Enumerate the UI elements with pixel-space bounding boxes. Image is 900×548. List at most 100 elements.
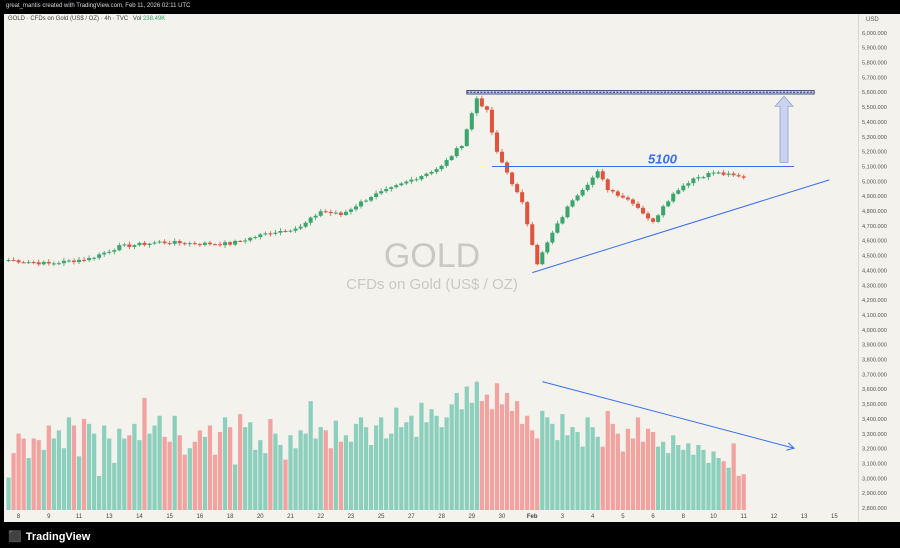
volume-bar xyxy=(308,401,313,510)
candle-body xyxy=(238,240,243,242)
candle-body xyxy=(474,98,479,114)
candle-body xyxy=(202,242,207,245)
volume-bar xyxy=(696,445,701,510)
candle-body xyxy=(343,211,348,215)
volume-bar xyxy=(731,443,736,510)
volume-bar xyxy=(600,446,605,510)
candle-body xyxy=(162,241,167,244)
volume-bar xyxy=(26,458,31,510)
candle-body xyxy=(293,228,298,231)
candle-body xyxy=(197,244,202,246)
candle-body xyxy=(550,232,555,243)
candle-body xyxy=(31,262,36,264)
candle-body xyxy=(177,241,182,244)
candle-body xyxy=(66,260,71,262)
time-tick-label: 18 xyxy=(227,514,234,520)
volume-bar xyxy=(86,423,92,510)
time-tick-label: 10 xyxy=(710,514,717,520)
candle-body xyxy=(56,263,61,265)
volume-bar xyxy=(509,410,515,510)
level-5100-label: 5100 xyxy=(648,151,678,166)
candle-body xyxy=(494,132,499,152)
candle-body xyxy=(313,215,318,218)
price-tick-label: 2,800.000 xyxy=(862,506,887,512)
candle-body xyxy=(615,191,620,196)
volume-bar xyxy=(464,386,469,510)
volume-bar xyxy=(152,425,157,510)
candle-body xyxy=(182,243,187,245)
volume-bar xyxy=(16,433,21,510)
time-tick-label: 29 xyxy=(468,514,475,520)
volume-bar xyxy=(238,414,243,510)
candle-body xyxy=(348,209,353,212)
candle-body xyxy=(721,172,726,175)
volume-bar xyxy=(127,435,132,510)
volume-bar xyxy=(147,433,152,510)
volume-bar xyxy=(71,425,77,510)
candle-body xyxy=(459,145,464,149)
candle-body xyxy=(671,193,676,202)
volume-bar xyxy=(419,402,424,510)
candle-body xyxy=(288,230,293,232)
candle-body xyxy=(253,237,258,239)
candle-body xyxy=(651,218,656,222)
volume-bar xyxy=(640,441,646,510)
time-tick-label: 23 xyxy=(348,514,355,520)
candle-body xyxy=(510,172,515,185)
price-tick-label: 2,900.000 xyxy=(862,491,887,497)
volume-bar xyxy=(61,448,67,510)
candle-body xyxy=(666,201,671,207)
candle-body xyxy=(379,191,384,194)
candle-body xyxy=(661,206,666,216)
candle-body xyxy=(77,259,82,263)
volume-bar xyxy=(172,415,177,510)
candle-body xyxy=(404,181,409,184)
candle-body xyxy=(706,172,711,178)
price-tick-label: 5,800.000 xyxy=(862,61,887,67)
candle-body xyxy=(112,250,117,252)
volume-bar xyxy=(384,438,389,510)
symbol-description: GOLD · CFDs on Gold (US$ / OZ) · 4h · TV… xyxy=(8,16,129,22)
volume-bar xyxy=(11,453,16,510)
candle-body xyxy=(51,263,56,265)
candle-body xyxy=(212,244,217,246)
candle-body xyxy=(489,109,494,133)
candle-body xyxy=(711,172,716,174)
price-tick-label: 3,600.000 xyxy=(862,387,887,393)
volume-bar xyxy=(207,425,213,510)
candle-body xyxy=(424,173,429,177)
candle-body xyxy=(223,242,228,246)
volume-bar xyxy=(706,462,711,510)
candle-body xyxy=(630,199,635,204)
volume-bar xyxy=(374,425,379,510)
time-tick-label: 15 xyxy=(831,514,838,520)
volume-bar xyxy=(66,417,72,510)
volume-bar xyxy=(469,402,474,510)
candle-body xyxy=(369,197,374,201)
volume-bar xyxy=(363,427,369,510)
time-tick-label: 3 xyxy=(561,514,565,520)
volume-bar xyxy=(671,435,676,510)
volume-bar xyxy=(595,436,600,510)
tradingview-brand[interactable]: ⬛ TradingView xyxy=(8,530,90,543)
volume-bar xyxy=(328,448,333,510)
candle-body xyxy=(248,237,253,241)
volume-bar xyxy=(248,422,253,510)
price-tick-label: 4,700.000 xyxy=(862,224,887,230)
candle-body xyxy=(21,262,26,264)
candle-body xyxy=(228,242,233,245)
candle-body xyxy=(167,243,172,245)
time-tick-label: 4 xyxy=(591,514,595,520)
volume-bar xyxy=(333,420,338,510)
volume-bar xyxy=(580,446,585,510)
price-tick-label: 5,500.000 xyxy=(862,105,887,111)
time-tick-label: 13 xyxy=(801,514,808,520)
volume-bar xyxy=(630,438,636,510)
price-axis[interactable] xyxy=(858,14,900,522)
candle-body xyxy=(172,241,177,244)
price-tick-label: 3,100.000 xyxy=(862,461,887,467)
candle-body xyxy=(46,261,51,264)
time-tick-label: 8 xyxy=(17,514,21,520)
